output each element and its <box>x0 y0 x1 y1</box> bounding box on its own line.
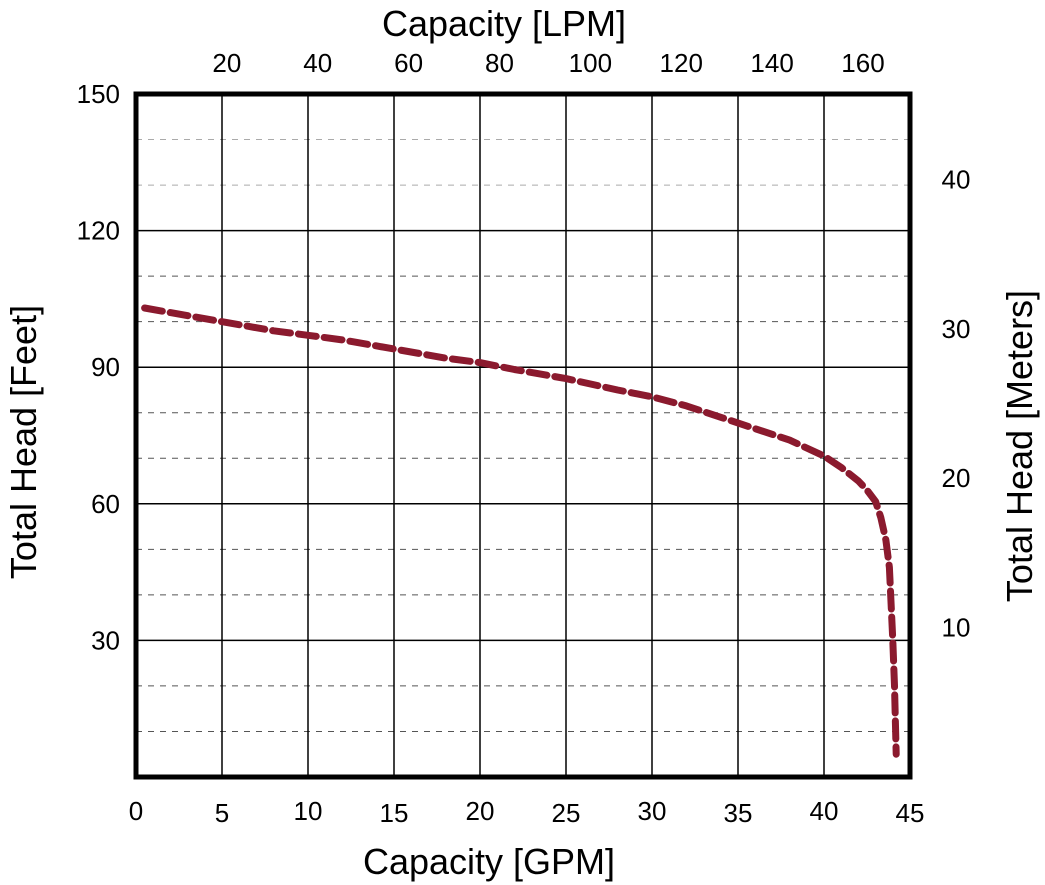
x-tick-label-bottom: 30 <box>638 796 667 826</box>
series-line-head-curve <box>141 304 900 758</box>
x-tick-label-top: 140 <box>750 48 793 78</box>
x-tick-label-bottom: 45 <box>896 798 925 828</box>
x-tick-label-bottom: 0 <box>129 796 143 826</box>
y-tick-label-right: 10 <box>942 613 971 643</box>
x-tick-label-bottom: 5 <box>215 798 229 828</box>
x-axis-title-bottom: Capacity [GPM] <box>363 841 615 882</box>
y-axis-title-right: Total Head [Meters] <box>999 290 1040 602</box>
x-tick-label-bottom: 40 <box>810 796 839 826</box>
x-tick-label-top: 160 <box>841 48 884 78</box>
x-tick-labels-top: 20 40 60 80 100 120 140 160 <box>212 48 884 78</box>
y-axis-title-left: Total Head [Feet] <box>3 305 44 579</box>
y-tick-label-left: 90 <box>91 352 120 382</box>
x-tick-label-bottom: 20 <box>466 796 495 826</box>
y-tick-label-left: 120 <box>77 216 120 246</box>
y-tick-labels-left: 30 60 90 120 150 <box>77 79 120 655</box>
grid-minor <box>136 139 910 732</box>
y-tick-label-right: 40 <box>942 164 971 194</box>
plot-frame <box>133 91 913 780</box>
x-tick-label-top: 100 <box>569 48 612 78</box>
x-tick-label-top: 120 <box>660 48 703 78</box>
x-tick-label-top: 20 <box>212 48 241 78</box>
x-tick-labels-bottom: 0 5 10 15 20 25 30 35 40 45 <box>129 796 925 828</box>
y-tick-labels-right: 10 20 30 40 <box>942 164 971 642</box>
x-tick-label-bottom: 10 <box>294 796 323 826</box>
x-tick-label-bottom: 15 <box>380 798 409 828</box>
y-tick-label-left: 60 <box>91 489 120 519</box>
x-tick-label-bottom: 35 <box>724 798 753 828</box>
y-tick-label-left: 150 <box>77 79 120 109</box>
x-tick-label-bottom: 25 <box>552 798 581 828</box>
grid-major <box>136 94 910 777</box>
y-tick-label-left: 30 <box>91 625 120 655</box>
series-layer <box>141 304 900 758</box>
x-axis-title-top: Capacity [LPM] <box>382 3 626 44</box>
y-tick-label-right: 20 <box>942 463 971 493</box>
x-tick-label-top: 40 <box>303 48 332 78</box>
x-tick-label-top: 80 <box>485 48 514 78</box>
x-tick-label-top: 60 <box>394 48 423 78</box>
y-tick-label-right: 30 <box>942 314 971 344</box>
